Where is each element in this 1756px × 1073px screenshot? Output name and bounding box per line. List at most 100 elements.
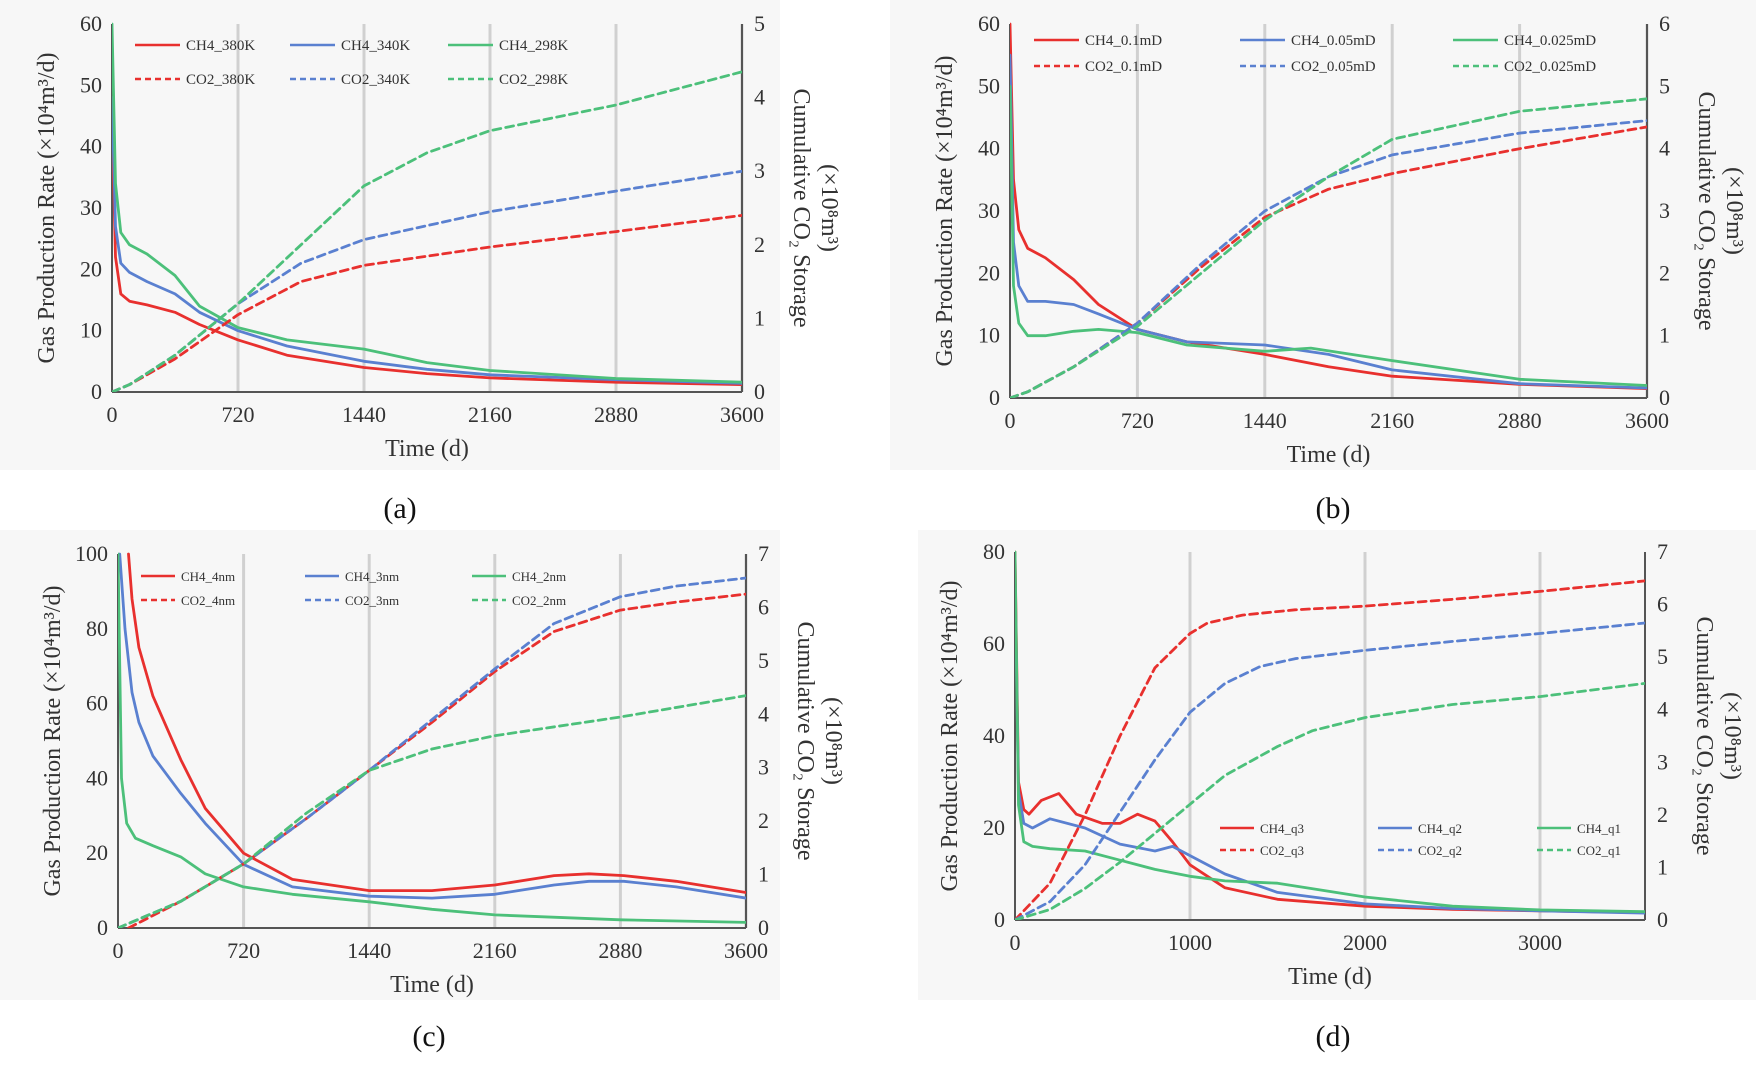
x-tick-label: 2880 <box>1498 408 1542 433</box>
x-tick-label: 0 <box>113 938 124 963</box>
y2-axis-unit: (×10⁸m³) <box>1719 692 1745 780</box>
x-tick-label: 1000 <box>1168 930 1212 955</box>
y-tick-label: 80 <box>86 616 108 641</box>
y2-tick-label: 1 <box>1657 854 1668 879</box>
y2-tick-label: 5 <box>754 11 765 36</box>
y-tick-label: 40 <box>983 723 1005 748</box>
y2-axis-title: Cumulative CO₂ Storage <box>1693 91 1719 330</box>
y-axis-title: Gas Production Rate (×10⁴m³/d) <box>937 580 963 891</box>
x-axis-title: Time (d) <box>385 436 469 462</box>
x-tick-label: 3600 <box>1625 408 1669 433</box>
panel-background <box>890 0 1756 470</box>
legend-label: CH4_4nm <box>181 569 235 584</box>
panel-label: (a) <box>383 492 416 525</box>
series-line-CH4_2nm <box>118 552 746 924</box>
x-tick-label: 0 <box>107 402 118 427</box>
y2-tick-label: 0 <box>758 915 769 940</box>
x-axis-title: Time (d) <box>390 972 474 998</box>
legend-label: CH4_0.05mD <box>1291 33 1376 49</box>
legend-label: CO2_q3 <box>1260 843 1304 858</box>
x-tick-label: 1440 <box>342 402 386 427</box>
y2-tick-label: 1 <box>758 862 769 887</box>
y2-tick-label: 3 <box>1659 198 1670 223</box>
x-tick-label: 720 <box>1121 408 1154 433</box>
y-tick-label: 60 <box>978 11 1000 36</box>
legend-label: CH4_298K <box>499 38 568 54</box>
y-tick-label: 0 <box>97 915 108 940</box>
y2-axis-title: Cumulative CO₂ Storage <box>792 621 818 860</box>
y2-axis-title: Cumulative CO₂ Storage <box>1691 616 1717 855</box>
legend-label: CO2_0.1mD <box>1085 59 1162 75</box>
y2-tick-label: 4 <box>758 701 769 726</box>
y2-tick-label: 0 <box>754 379 765 404</box>
legend-label: CO2_298K <box>499 72 568 88</box>
y-tick-label: 20 <box>86 840 108 865</box>
series-line-CH4_340K <box>112 96 742 385</box>
y-tick-label: 40 <box>80 134 102 159</box>
y2-tick-label: 7 <box>1657 539 1668 564</box>
y-tick-label: 20 <box>983 815 1005 840</box>
series-line-CO2_0.025mD <box>1010 97 1647 398</box>
x-tick-label: 0 <box>1005 408 1016 433</box>
legend-label: CO2_4nm <box>181 593 235 608</box>
y2-tick-label: 3 <box>1657 749 1668 774</box>
x-tick-label: 2160 <box>468 402 512 427</box>
x-tick-label: 2880 <box>594 402 638 427</box>
panel-label: (c) <box>412 1020 445 1053</box>
y-tick-label: 20 <box>978 260 1000 285</box>
series-line-CH4_298K <box>112 22 742 384</box>
y2-tick-label: 3 <box>758 755 769 780</box>
y2-tick-label: 4 <box>754 85 765 110</box>
y-tick-label: 60 <box>80 11 102 36</box>
y2-tick-label: 1 <box>1659 323 1670 348</box>
series-line-CH4_0.1mD <box>1010 22 1647 391</box>
x-tick-label: 3000 <box>1518 930 1562 955</box>
y2-axis-unit: (×10⁸m³) <box>820 697 846 785</box>
y-tick-label: 30 <box>80 195 102 220</box>
x-tick-label: 0 <box>1010 930 1021 955</box>
series-line-CH4_4nm <box>127 552 746 894</box>
y2-tick-label: 4 <box>1659 136 1670 161</box>
x-tick-label: 720 <box>227 938 260 963</box>
y2-tick-label: 5 <box>1657 644 1668 669</box>
x-tick-label: 3600 <box>720 402 764 427</box>
panel-background <box>918 530 1756 1000</box>
y-tick-label: 80 <box>983 539 1005 564</box>
legend-label: CO2_340K <box>341 72 410 88</box>
x-tick-label: 1440 <box>347 938 391 963</box>
x-tick-label: 3600 <box>724 938 768 963</box>
y-tick-label: 60 <box>983 631 1005 656</box>
y2-axis-title: Cumulative CO₂ Storage <box>788 88 814 327</box>
y-tick-label: 10 <box>80 318 102 343</box>
x-axis-title: Time (d) <box>1287 442 1371 468</box>
series-line-CH4_3nm <box>118 552 746 900</box>
y2-tick-label: 5 <box>758 648 769 673</box>
y2-tick-label: 7 <box>758 541 769 566</box>
series-line-CO2_380K <box>112 213 742 392</box>
x-tick-label: 1440 <box>1243 408 1287 433</box>
y2-tick-label: 5 <box>1659 73 1670 98</box>
legend-label: CO2_q1 <box>1577 843 1621 858</box>
y-tick-label: 100 <box>75 541 108 566</box>
y-tick-label: 0 <box>994 907 1005 932</box>
y2-tick-label: 6 <box>758 594 769 619</box>
chart-panel-2: 0 720 1440 2160 2880 360002040608010001234567… <box>0 530 846 1053</box>
y2-axis-unit: (×10⁸m³) <box>816 164 842 252</box>
y-axis-title: Gas Production Rate (×10⁴m³/d) <box>40 585 66 896</box>
legend-label: CH4_2nm <box>512 569 566 584</box>
x-tick-label: 2000 <box>1343 930 1387 955</box>
y2-tick-label: 3 <box>754 158 765 183</box>
series-line-CO2_q3 <box>1015 579 1645 920</box>
y-tick-label: 20 <box>80 256 102 281</box>
series-line-CO2_2nm <box>118 694 746 928</box>
series-line-CO2_q1 <box>1015 682 1645 920</box>
y2-tick-label: 2 <box>758 808 769 833</box>
chart-panel-3: 0 1000 2000 3000 0 20 40 60 80 0 1 2 3 4 5 6 7 Time (d) Ga… <box>918 530 1756 1053</box>
y2-tick-label: 2 <box>1659 260 1670 285</box>
series-line-CH4_0.05mD <box>1010 53 1647 390</box>
legend-label: CO2_0.05mD <box>1291 59 1376 75</box>
x-tick-label: 720 <box>222 402 255 427</box>
y2-tick-label: 4 <box>1657 697 1668 722</box>
legend-label: CH4_0.1mD <box>1085 33 1162 49</box>
